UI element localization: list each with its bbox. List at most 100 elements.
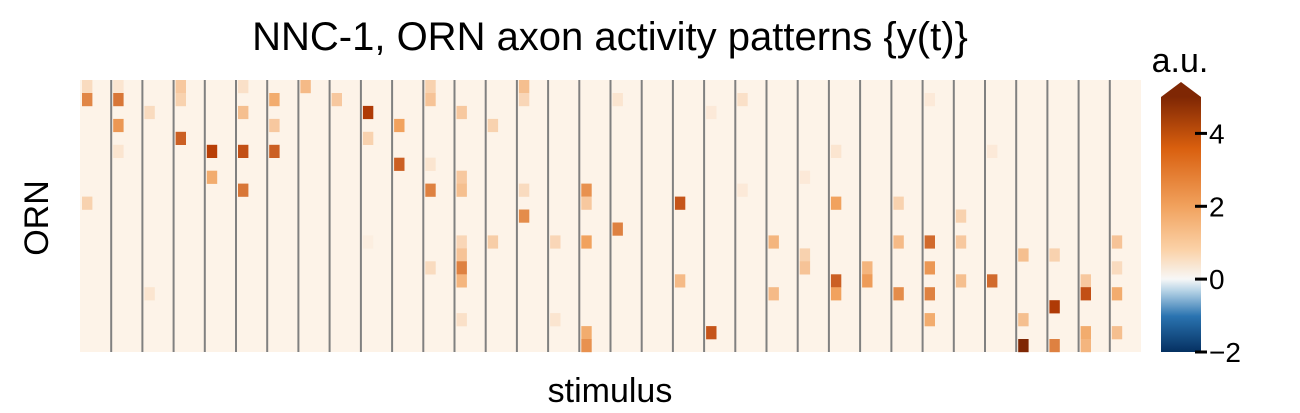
heatmap-cell xyxy=(456,248,467,262)
heatmap-cell xyxy=(456,261,467,275)
colorbar-ticks: −2 0 2 4 xyxy=(1195,118,1241,368)
heatmap-cell xyxy=(362,131,374,145)
heatmap-cell xyxy=(425,157,436,171)
heatmap-cell xyxy=(394,118,405,133)
heatmap-cell xyxy=(862,261,873,275)
heatmap-cell xyxy=(893,196,904,210)
heatmap-cell xyxy=(550,235,561,249)
heatmap-cell xyxy=(113,118,124,133)
heatmap-cell xyxy=(518,93,530,107)
heatmap-cell xyxy=(581,326,592,340)
heatmap-cell xyxy=(924,313,935,327)
heatmap-cell xyxy=(612,222,623,236)
heatmap-cell xyxy=(456,170,467,184)
heatmap-cell xyxy=(300,80,311,94)
heatmap-cell xyxy=(1111,326,1123,340)
heatmap-cell xyxy=(425,93,436,107)
heatmap-cell xyxy=(581,339,592,353)
heatmap-cell xyxy=(456,105,467,120)
heatmap-cell xyxy=(581,235,592,249)
heatmap-cell xyxy=(830,144,842,158)
heatmap-cell xyxy=(206,170,218,184)
heatmap-cell xyxy=(175,80,186,94)
heatmap-cell xyxy=(955,274,967,288)
heatmap-cell xyxy=(456,235,467,249)
heatmap-cell xyxy=(456,183,467,197)
y-axis-label: ORN xyxy=(18,180,56,256)
x-axis-label: stimulus xyxy=(548,372,673,410)
heatmap-cell xyxy=(269,93,280,107)
colorbar-extend-arrow xyxy=(1161,82,1201,97)
heatmap-cell xyxy=(487,118,499,133)
heatmap-cell xyxy=(425,80,436,94)
heatmap-cell xyxy=(362,105,374,120)
heatmap-cell xyxy=(830,196,842,210)
heatmap-cell xyxy=(737,183,748,197)
heatmap-cell xyxy=(862,274,873,288)
heatmap-cell xyxy=(113,80,124,94)
colorbar-tick-label: −2 xyxy=(1209,337,1241,368)
heatmap-cell xyxy=(518,183,530,197)
colorbar-tick-label: 4 xyxy=(1209,118,1225,149)
heatmap-cell xyxy=(518,80,530,94)
heatmap-cell xyxy=(82,80,93,94)
heatmap-cell xyxy=(737,93,748,107)
heatmap-cell xyxy=(768,235,779,249)
heatmap-cell xyxy=(82,93,93,107)
heatmap-cell xyxy=(706,105,717,120)
heatmap-cell xyxy=(144,287,155,301)
heatmap-cell xyxy=(612,93,623,107)
heatmap-cell xyxy=(987,144,998,158)
heatmap-cell xyxy=(706,326,717,340)
heatmap-cell xyxy=(113,93,124,107)
heatmap-cell xyxy=(1018,339,1029,353)
heatmap-cell xyxy=(175,93,186,107)
heatmap-cell xyxy=(893,235,904,249)
heatmap-cell xyxy=(924,261,935,275)
heatmap-cell xyxy=(1018,313,1029,327)
heatmap-cell xyxy=(987,274,998,288)
heatmap-cell xyxy=(425,183,436,197)
stimulus-separators xyxy=(110,80,1111,352)
heatmap-cell xyxy=(924,287,935,301)
heatmap-cell xyxy=(674,274,686,288)
heatmap-cell xyxy=(206,144,218,158)
heatmap-cell xyxy=(955,209,967,223)
heatmap-cell xyxy=(238,80,249,94)
heatmap-cell xyxy=(581,196,592,210)
heatmap-cell xyxy=(456,313,467,327)
heatmap-cell xyxy=(1018,248,1029,262)
colorbar-gradient xyxy=(1161,97,1201,352)
heatmap-cell xyxy=(768,287,779,301)
heatmap-cell xyxy=(799,170,811,184)
heatmap-cell xyxy=(82,196,93,210)
colorbar-label: a.u. xyxy=(1152,42,1209,80)
heatmap-cell xyxy=(394,157,405,171)
heatmap-cell xyxy=(1049,339,1060,353)
heatmap-cell xyxy=(830,274,842,288)
heatmap-cell xyxy=(1080,326,1091,340)
heatmap-cell xyxy=(955,235,967,249)
heatmap-cell xyxy=(269,118,280,133)
heatmap-cell xyxy=(1080,274,1091,288)
heatmap-cell xyxy=(1111,287,1123,301)
heatmap-cell xyxy=(550,313,561,327)
chart-title: NNC-1, ORN axon activity patterns {y(t)} xyxy=(252,15,968,59)
heatmap-cell xyxy=(518,209,530,223)
heatmap-cell xyxy=(830,287,842,301)
heatmap-cell xyxy=(674,196,686,210)
heatmap-cell xyxy=(113,144,124,158)
heatmap-cell xyxy=(1049,248,1060,262)
heatmap-cell xyxy=(1111,261,1123,275)
heatmap-cell xyxy=(1080,287,1091,301)
heatmap-cell xyxy=(238,105,249,120)
colorbar-tick-label: 2 xyxy=(1209,191,1225,222)
heatmap-cell xyxy=(581,183,592,197)
heatmap-cell xyxy=(269,144,280,158)
heatmap-cell xyxy=(1049,300,1060,314)
heatmap-cell xyxy=(456,274,467,288)
heatmap-cell xyxy=(924,93,935,107)
colorbar-tick-label: 0 xyxy=(1209,264,1225,295)
heatmap-cell xyxy=(893,287,904,301)
